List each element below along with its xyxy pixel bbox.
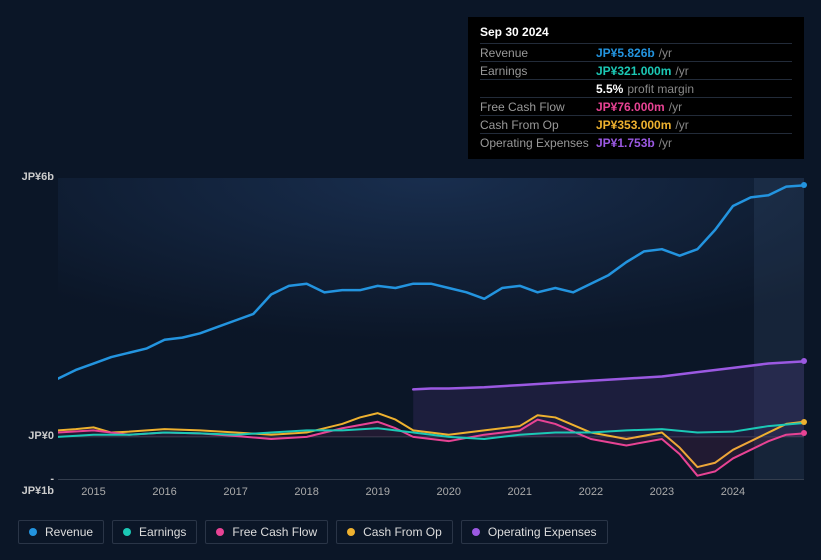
legend-item-cash-from-op[interactable]: Cash From Op	[336, 520, 453, 544]
chart-legend: Revenue Earnings Free Cash Flow Cash From O…	[18, 520, 608, 544]
x-axis-tick: 2017	[223, 486, 247, 498]
x-axis-tick: 2021	[508, 486, 532, 498]
series-end-dot	[801, 358, 807, 364]
tooltip-label: Operating Expenses	[480, 136, 596, 150]
legend-label: Operating Expenses	[488, 525, 597, 539]
x-axis-tick: 2024	[721, 486, 745, 498]
legend-item-free-cash-flow[interactable]: Free Cash Flow	[205, 520, 328, 544]
tooltip-unit: /yr	[659, 46, 672, 60]
tooltip-value: JP¥353.000m	[596, 118, 671, 132]
legend-item-revenue[interactable]: Revenue	[18, 520, 104, 544]
tooltip-label: Cash From Op	[480, 118, 596, 132]
y-axis-label: JP¥6b	[18, 171, 54, 183]
tooltip-value: JP¥1.753b	[596, 136, 655, 150]
metrics-tooltip: Sep 30 2024 RevenueJP¥5.826b/yrEarningsJ…	[468, 17, 804, 159]
legend-dot	[347, 528, 355, 536]
tooltip-row: Cash From OpJP¥353.000m/yr	[480, 115, 792, 133]
x-axis-tick: 2023	[650, 486, 674, 498]
x-axis-tick: 2020	[437, 486, 461, 498]
tooltip-unit: /yr	[659, 136, 672, 150]
tooltip-value: JP¥5.826b	[596, 46, 655, 60]
x-axis-tick: 2016	[152, 486, 176, 498]
tooltip-row: Free Cash FlowJP¥76.000m/yr	[480, 97, 792, 115]
x-axis-tick: 2015	[81, 486, 105, 498]
series-end-dot	[801, 182, 807, 188]
tooltip-unit: profit margin	[627, 82, 694, 96]
tooltip-value: JP¥321.000m	[596, 64, 671, 78]
legend-label: Free Cash Flow	[232, 525, 317, 539]
tooltip-date: Sep 30 2024	[480, 25, 792, 43]
legend-dot	[29, 528, 37, 536]
tooltip-label: Earnings	[480, 64, 596, 78]
chart-svg	[58, 178, 804, 480]
tooltip-value: JP¥76.000m	[596, 100, 665, 114]
series-end-dot	[801, 430, 807, 436]
tooltip-row: RevenueJP¥5.826b/yr	[480, 43, 792, 61]
x-axis-tick: 2019	[365, 486, 389, 498]
financial-chart: JP¥6b JP¥0 -JP¥1b 2015 2016 2017 2018 2019 2020…	[18, 150, 804, 500]
legend-label: Revenue	[45, 525, 93, 539]
legend-label: Cash From Op	[363, 525, 442, 539]
tooltip-label: Revenue	[480, 46, 596, 60]
legend-dot	[216, 528, 224, 536]
series-end-dot	[801, 419, 807, 425]
tooltip-unit: /yr	[675, 118, 688, 132]
x-axis-tick: 2022	[579, 486, 603, 498]
legend-dot	[123, 528, 131, 536]
chart-plot	[58, 178, 804, 480]
tooltip-row: Operating ExpensesJP¥1.753b/yr	[480, 133, 792, 151]
y-axis-label: JP¥0	[18, 430, 54, 442]
tooltip-value: 5.5%	[596, 82, 623, 96]
y-axis-label: -JP¥1b	[18, 473, 54, 497]
x-axis-tick: 2018	[294, 486, 318, 498]
legend-label: Earnings	[139, 525, 186, 539]
tooltip-label: Free Cash Flow	[480, 100, 596, 114]
tooltip-unit: /yr	[675, 64, 688, 78]
tooltip-row: 5.5% profit margin	[480, 79, 792, 97]
legend-item-earnings[interactable]: Earnings	[112, 520, 197, 544]
legend-dot	[472, 528, 480, 536]
tooltip-unit: /yr	[669, 100, 682, 114]
tooltip-row: EarningsJP¥321.000m/yr	[480, 61, 792, 79]
legend-item-operating-expenses[interactable]: Operating Expenses	[461, 520, 608, 544]
